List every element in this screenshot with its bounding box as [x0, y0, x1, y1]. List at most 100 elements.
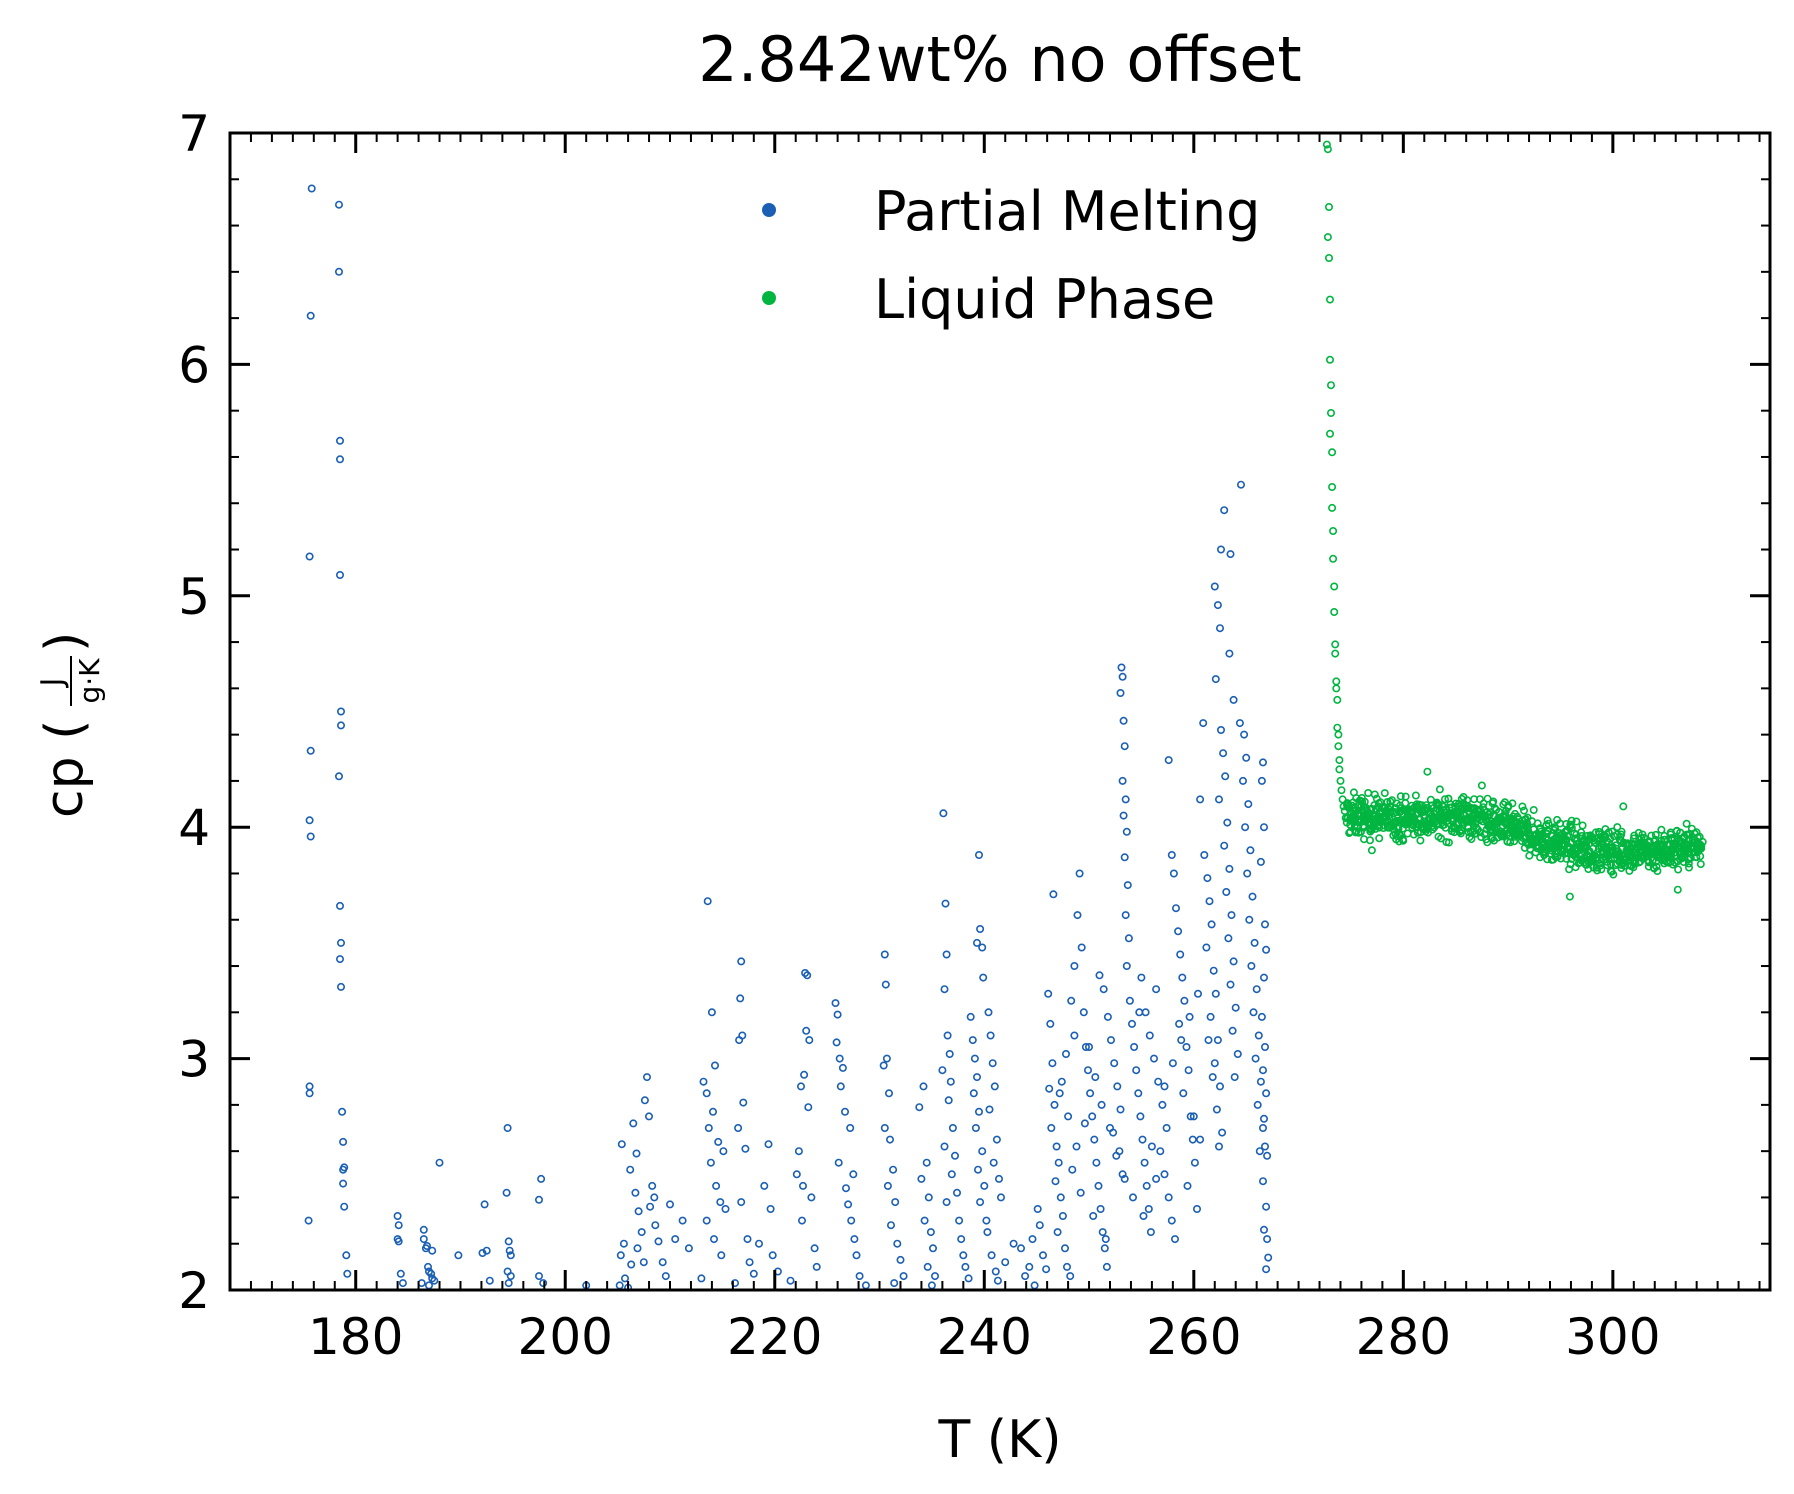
partial-melting-point	[944, 1096, 953, 1105]
liquid-phase-point	[1698, 837, 1707, 846]
partial-melting-point	[703, 897, 712, 906]
partial-melting-point	[534, 1195, 543, 1204]
liquid-phase-point	[1396, 792, 1405, 801]
partial-melting-point	[940, 1142, 949, 1151]
partial-melting-point	[855, 1272, 864, 1281]
partial-melting-point	[339, 1179, 348, 1188]
partial-melting-point	[1116, 1105, 1125, 1114]
partial-melting-point	[840, 1107, 849, 1116]
partial-melting-point	[639, 1258, 648, 1267]
partial-melting-point	[832, 1038, 841, 1047]
partial-melting-point	[1117, 663, 1126, 672]
partial-melting-point	[506, 1272, 515, 1281]
partial-melting-point	[1141, 1008, 1150, 1017]
partial-melting-point	[1070, 961, 1079, 970]
partial-melting-point	[714, 1137, 723, 1146]
liquid-phase-point	[1696, 852, 1705, 861]
partial-melting-point	[1256, 857, 1265, 866]
partial-melting-point	[1135, 1008, 1144, 1017]
liquid-phase-point	[1370, 801, 1379, 810]
partial-melting-point	[835, 1054, 844, 1063]
partial-melting-point	[948, 1124, 957, 1133]
y-axis-label-numerator: J	[35, 678, 70, 689]
partial-melting-point	[1076, 1188, 1085, 1197]
partial-melting-point	[1073, 911, 1082, 920]
partial-melting-point	[646, 1202, 655, 1211]
partial-melting-point	[506, 1251, 515, 1260]
partial-melting-point	[1189, 1112, 1198, 1121]
liquid-phase-point	[1323, 233, 1332, 242]
partial-melting-point	[1260, 973, 1269, 982]
partial-melting-point	[1106, 1124, 1115, 1133]
partial-melting-point	[798, 1181, 807, 1190]
liquid-phase-point	[1520, 806, 1529, 815]
partial-melting-point	[1218, 1128, 1227, 1137]
partial-melting-point	[1079, 1008, 1088, 1017]
partial-melting-point	[424, 1281, 433, 1290]
x-tick-label: 220	[727, 1308, 822, 1366]
partial-melting-point	[615, 1281, 624, 1290]
partial-melting-point	[1172, 904, 1181, 913]
partial-melting-point	[1220, 841, 1229, 850]
partial-melting-point	[1235, 719, 1244, 728]
partial-melting-point	[1152, 1174, 1161, 1183]
partial-melting-point	[1118, 672, 1127, 681]
partial-melting-point	[1152, 985, 1161, 994]
partial-melting-point	[1250, 938, 1259, 947]
partial-melting-point	[1224, 934, 1233, 943]
partial-melting-point	[1253, 1100, 1262, 1109]
partial-melting-point	[1142, 1181, 1151, 1190]
x-tick-label: 180	[308, 1308, 403, 1366]
partial-melting-point	[1217, 725, 1226, 734]
partial-melting-point	[1200, 850, 1209, 859]
partial-melting-point	[1213, 1036, 1222, 1045]
partial-melting-point	[644, 1112, 653, 1121]
partial-melting-point	[1119, 716, 1128, 725]
partial-melting-point	[336, 707, 345, 716]
partial-melting-point	[617, 1140, 626, 1149]
partial-melting-point	[1098, 1228, 1107, 1237]
liquid-phase-point	[1467, 835, 1476, 844]
partial-melting-point	[1099, 985, 1108, 994]
partial-melting-point	[1081, 1043, 1090, 1052]
partial-melting-point	[334, 772, 343, 781]
partial-melting-point	[534, 1272, 543, 1281]
partial-melting-point	[1210, 582, 1219, 591]
partial-melting-point	[1085, 1043, 1094, 1052]
partial-melting-point	[619, 1239, 628, 1248]
partial-melting-point	[743, 1235, 752, 1244]
partial-melting-point	[1261, 1043, 1270, 1052]
liquid-phase-point	[1476, 828, 1485, 837]
partial-melting-point	[1219, 749, 1228, 758]
partial-melting-point	[1259, 1066, 1268, 1075]
partial-melting-point	[430, 1276, 439, 1285]
partial-melting-point	[1146, 1228, 1155, 1237]
partial-melting-point	[943, 1031, 952, 1040]
partial-melting-point	[1204, 1036, 1213, 1045]
partial-melting-point	[940, 985, 949, 994]
liquid-phase-point	[1333, 723, 1342, 732]
partial-melting-point	[1260, 1114, 1269, 1123]
liquid-phase-point	[1531, 848, 1540, 857]
partial-melting-point	[648, 1181, 657, 1190]
y-tick-label: 5	[178, 568, 210, 626]
liquid-phase-point	[1543, 816, 1552, 825]
partial-melting-point	[891, 1198, 900, 1207]
partial-melting-point	[930, 1272, 939, 1281]
partial-melting-point	[741, 1144, 750, 1153]
partial-melting-point	[435, 1158, 444, 1167]
partial-melting-point	[1049, 890, 1058, 899]
liquid-phase-point	[1584, 865, 1593, 874]
partial-melting-point	[968, 1036, 977, 1045]
partial-melting-point	[1053, 1228, 1062, 1237]
liquid-phase-point	[1685, 863, 1694, 872]
partial-melting-point	[336, 938, 345, 947]
partial-melting-point	[1136, 1112, 1145, 1121]
y-tick-label: 6	[178, 336, 210, 394]
partial-melting-point	[1164, 1193, 1173, 1202]
partial-melting-point	[1062, 1050, 1071, 1059]
partial-melting-point	[306, 832, 315, 841]
partial-melting-point	[1101, 1235, 1110, 1244]
liquid-phase-point	[1329, 526, 1338, 535]
